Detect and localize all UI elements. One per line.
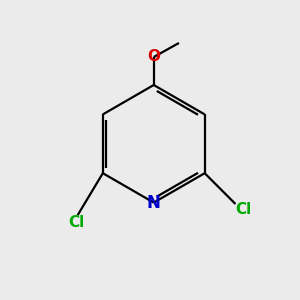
Text: Cl: Cl xyxy=(235,202,251,217)
Text: Cl: Cl xyxy=(68,215,84,230)
Text: N: N xyxy=(147,194,161,211)
Text: O: O xyxy=(147,49,160,64)
